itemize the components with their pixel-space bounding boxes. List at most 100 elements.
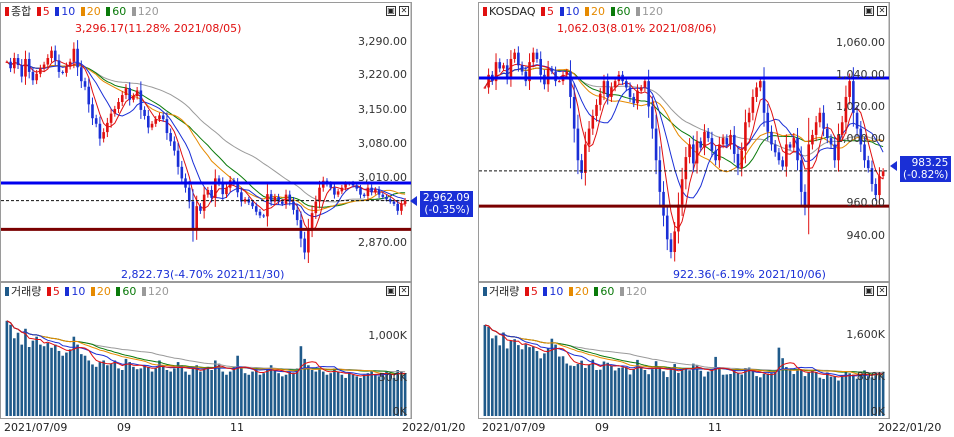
candle-body <box>584 144 587 173</box>
close-icon[interactable]: ✕ <box>877 6 887 16</box>
kospi-price-legend: 종합 5 10 20 60 120 <box>5 5 161 19</box>
volume-bar <box>699 370 703 416</box>
volume-bar <box>744 368 747 416</box>
x-tick-label: 11 <box>708 421 722 434</box>
volume-bar <box>139 368 143 416</box>
volume-bar <box>206 366 210 416</box>
current-price: 983.25 <box>911 157 949 169</box>
candle-body <box>202 194 206 211</box>
volume-bar <box>57 350 61 416</box>
candle-body <box>639 87 643 91</box>
candle-body <box>703 131 706 148</box>
candle-body <box>498 62 502 69</box>
volume-bar <box>258 374 262 416</box>
volume-bar <box>351 374 355 416</box>
volume-bar <box>16 332 20 416</box>
volume-bar <box>221 371 225 416</box>
ma60-color-icon <box>610 7 615 16</box>
current-change: (-0.35%) <box>424 204 470 216</box>
volume-bar <box>5 320 9 416</box>
volume-bar <box>46 343 50 416</box>
volume-bar <box>53 344 57 416</box>
candle-body <box>543 74 546 85</box>
ma5-color-icon <box>36 7 41 16</box>
volume-bar <box>109 363 113 416</box>
volume-bar <box>665 377 669 416</box>
close-icon[interactable]: ✕ <box>877 286 887 296</box>
candle-body <box>277 196 280 202</box>
candle-body <box>388 199 392 202</box>
candle-body <box>5 61 9 63</box>
volume-bar <box>621 367 624 416</box>
candle-body <box>303 238 306 253</box>
volume-bar <box>396 370 399 416</box>
candle-body <box>710 138 714 151</box>
volume-bar <box>348 373 351 416</box>
volume-color-icon <box>5 287 9 296</box>
ma5-label: 5 <box>42 5 50 18</box>
volume-bar <box>147 366 150 416</box>
volume-bar <box>24 328 27 416</box>
candle-body <box>377 189 381 195</box>
candle-body <box>57 60 61 72</box>
candle-body <box>91 104 94 119</box>
ma120-color-icon <box>619 287 624 296</box>
volume-bar <box>355 376 359 416</box>
volume-bar <box>403 373 407 416</box>
maximize-icon[interactable]: ▣ <box>864 286 874 296</box>
volume-bar <box>132 366 135 416</box>
ma120-label: 120 <box>625 285 647 298</box>
volume-ma5-line <box>484 324 884 378</box>
candle-body <box>217 178 221 184</box>
kosdaq-volume-chart <box>483 283 889 418</box>
volume-bar <box>191 368 195 416</box>
candle-body <box>139 90 143 110</box>
candle-body <box>651 106 654 129</box>
candle-body <box>502 65 505 69</box>
candle-body <box>154 119 158 124</box>
ma10-color-icon <box>65 287 70 296</box>
candle-body <box>695 141 699 164</box>
volume-bar <box>550 338 554 416</box>
candle-body <box>329 183 332 188</box>
candle-body <box>658 160 662 192</box>
volume-bar <box>202 368 206 416</box>
volume-bar <box>535 351 539 416</box>
maximize-icon[interactable]: ▣ <box>864 6 874 16</box>
volume-bar <box>491 338 494 416</box>
close-icon[interactable]: ✕ <box>399 286 409 296</box>
candle-body <box>822 112 825 129</box>
ma10-color-icon <box>55 7 60 16</box>
volume-bar <box>874 372 877 416</box>
maximize-icon[interactable]: ▣ <box>386 6 396 16</box>
volume-bar <box>381 373 385 416</box>
candle-body <box>814 122 818 135</box>
candle-body <box>513 52 516 59</box>
volume-bar <box>124 358 128 416</box>
volume-bar <box>684 369 688 416</box>
kospi-volume-panel: 거래량 5 10 20 60 120 ▣ ✕ 1,000K 500K 0K <box>0 282 412 419</box>
ma120-color-icon <box>636 7 641 16</box>
volume-bar <box>714 356 717 416</box>
candle-body <box>826 128 829 139</box>
volume-bar <box>796 369 799 416</box>
price-pointer-icon <box>410 196 417 206</box>
volume-bar <box>35 336 38 416</box>
x-axis: 2021/07/09 09 11 2022/01/20 <box>0 419 470 437</box>
volume-bar <box>299 346 303 416</box>
candle-body <box>53 50 57 61</box>
volume-bar <box>792 374 796 416</box>
ma5-color-icon <box>524 287 529 296</box>
candle-body <box>128 88 131 100</box>
volume-bar <box>662 371 665 416</box>
candle-body <box>176 150 180 167</box>
maximize-icon[interactable]: ▣ <box>386 286 396 296</box>
candle-body <box>359 188 362 195</box>
candle-body <box>61 71 64 73</box>
current-price: 2,962.09 <box>423 192 470 204</box>
candle-body <box>243 199 247 202</box>
volume-bar <box>281 376 284 416</box>
candle-body <box>606 81 609 97</box>
close-icon[interactable]: ✕ <box>399 6 409 16</box>
volume-bar <box>543 353 546 416</box>
